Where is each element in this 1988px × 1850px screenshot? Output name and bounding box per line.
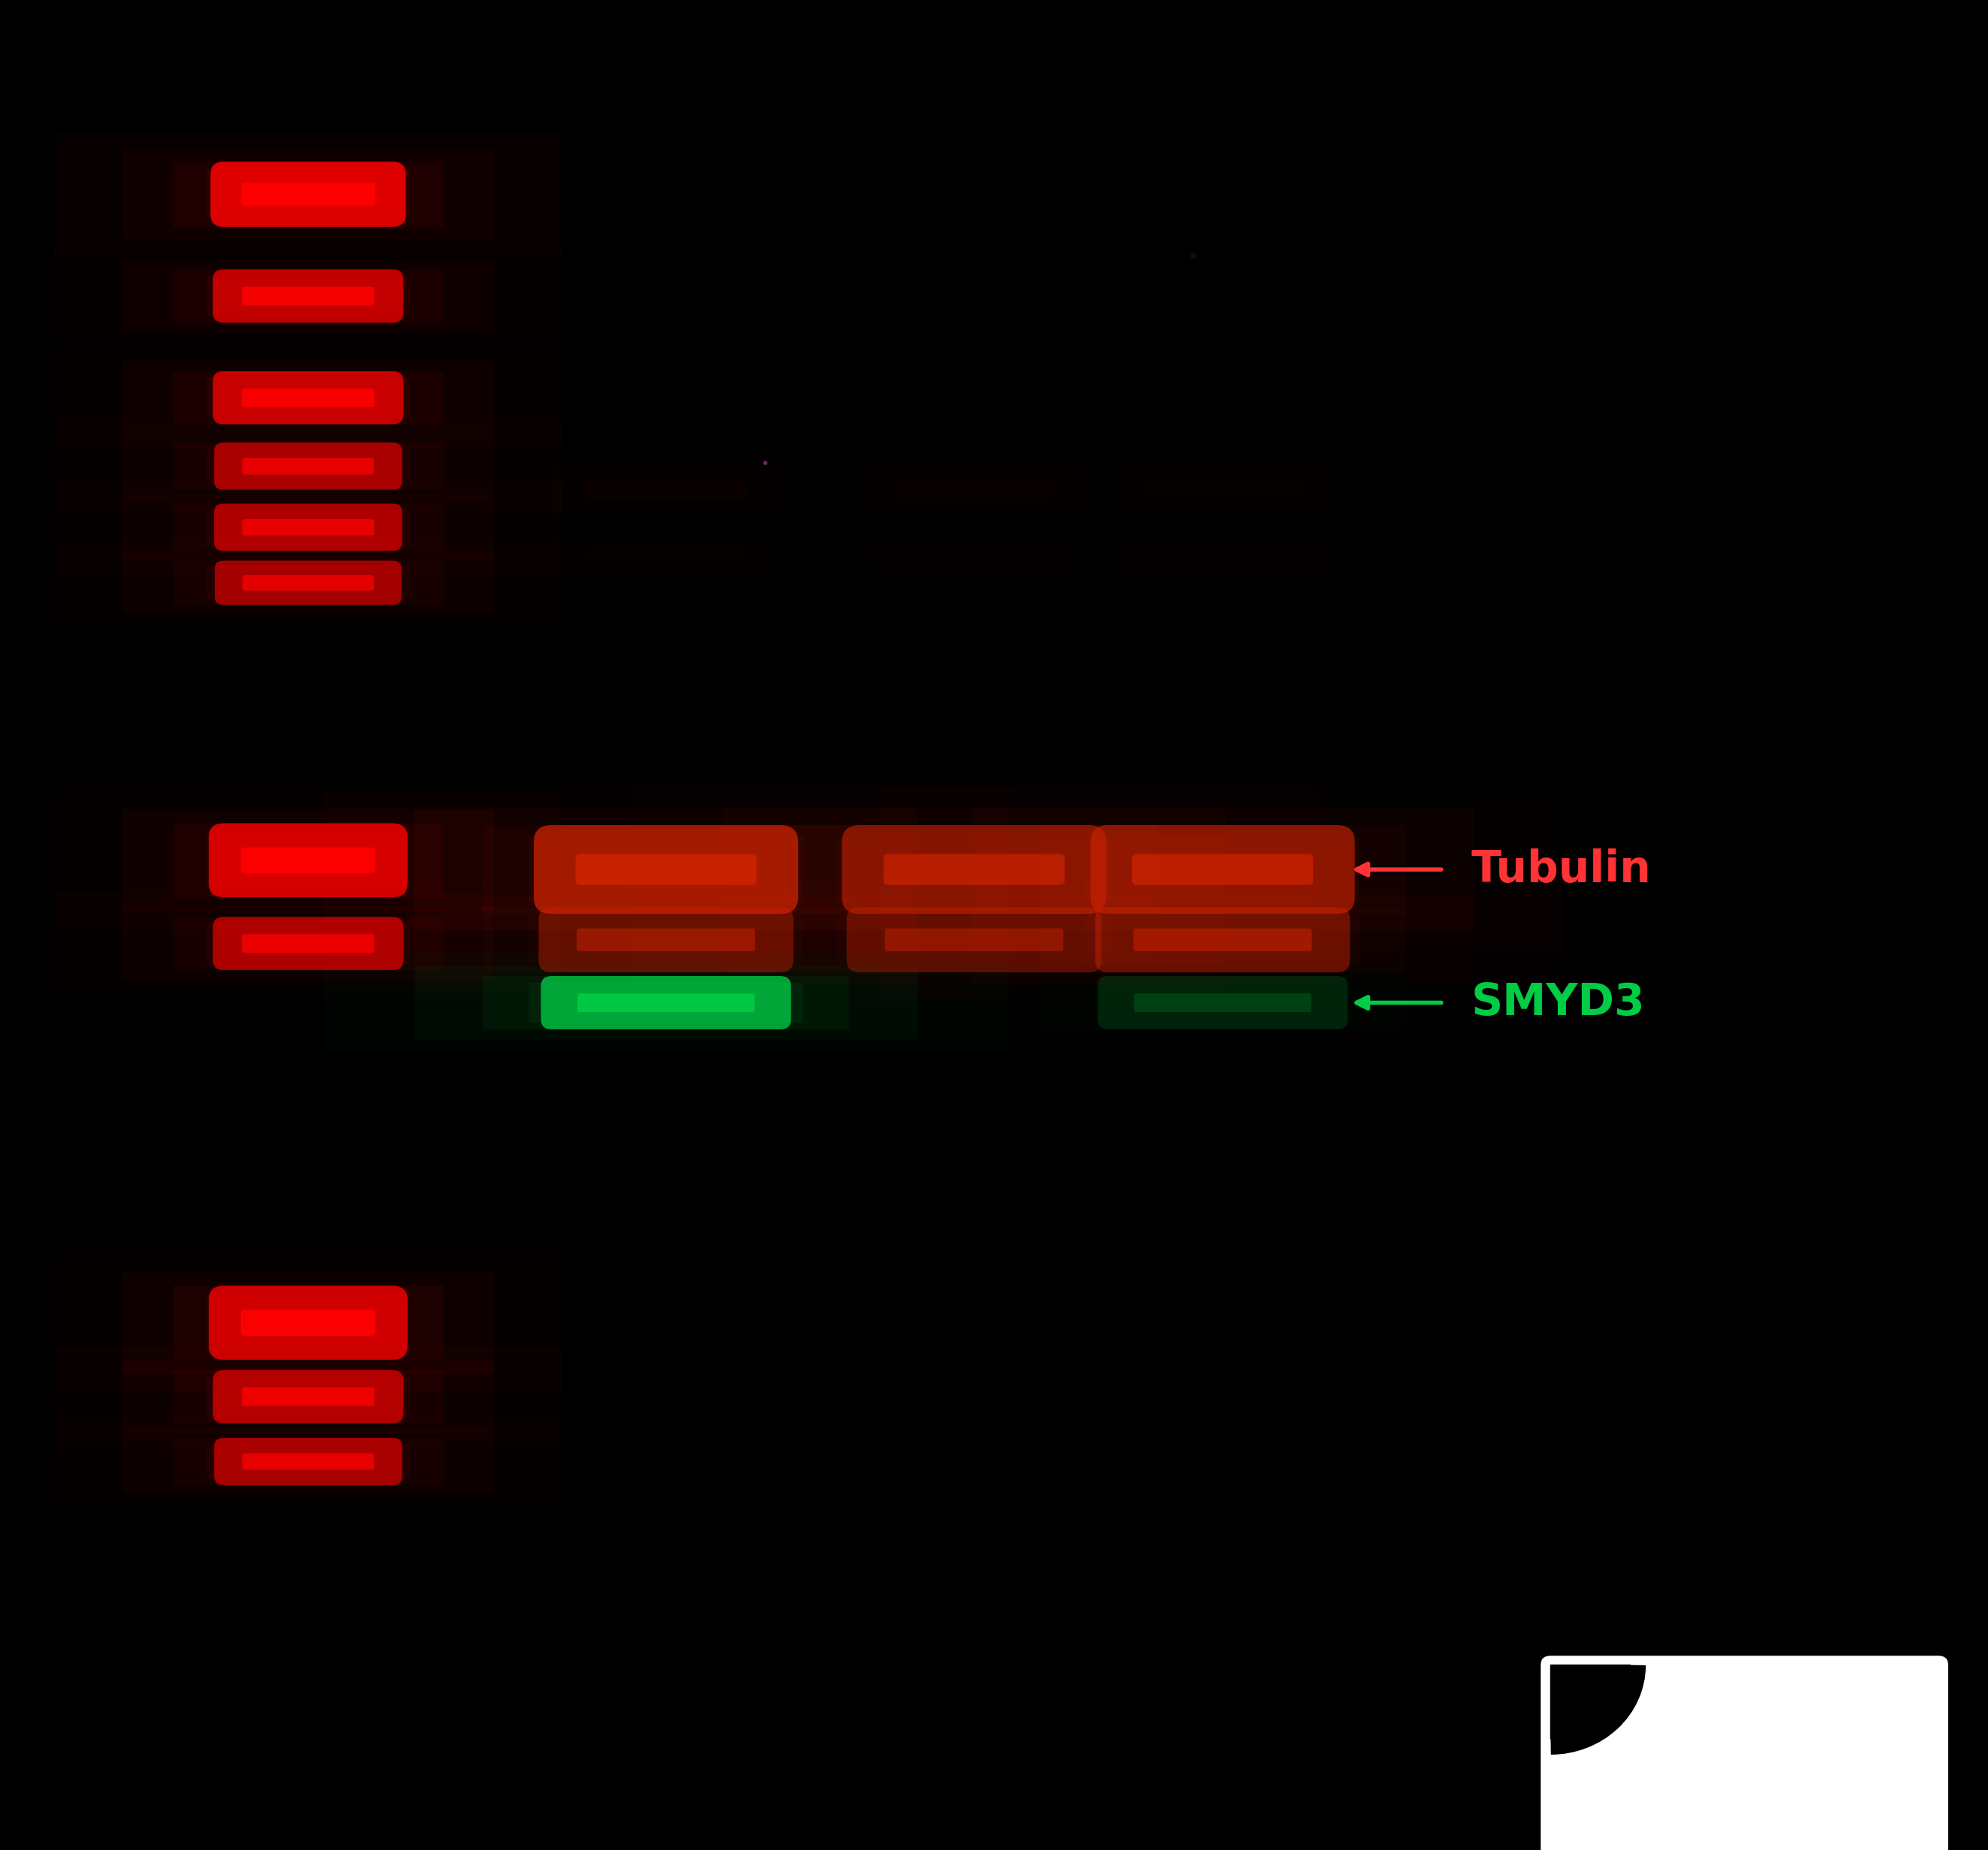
FancyBboxPatch shape [243,459,374,474]
FancyBboxPatch shape [1131,855,1314,884]
FancyBboxPatch shape [243,934,374,953]
FancyBboxPatch shape [215,442,402,490]
FancyBboxPatch shape [1143,481,1302,500]
FancyBboxPatch shape [241,847,376,873]
FancyBboxPatch shape [837,836,1111,903]
FancyBboxPatch shape [577,993,755,1012]
FancyBboxPatch shape [213,270,404,322]
FancyBboxPatch shape [539,906,793,973]
FancyBboxPatch shape [529,982,803,1023]
FancyBboxPatch shape [541,977,791,1029]
FancyBboxPatch shape [1095,906,1350,973]
FancyBboxPatch shape [1085,836,1360,903]
FancyBboxPatch shape [211,161,406,228]
FancyBboxPatch shape [586,481,746,500]
Text: SMYD3: SMYD3 [1471,981,1644,1025]
FancyBboxPatch shape [173,270,443,322]
Text: Tubulin: Tubulin [1471,847,1652,892]
FancyBboxPatch shape [207,566,410,599]
FancyBboxPatch shape [207,1443,410,1480]
FancyBboxPatch shape [173,161,443,228]
FancyBboxPatch shape [243,575,374,590]
FancyBboxPatch shape [243,388,374,407]
FancyBboxPatch shape [213,372,404,424]
FancyBboxPatch shape [173,823,443,897]
FancyBboxPatch shape [207,923,410,964]
Wedge shape [1551,1665,1630,1739]
FancyBboxPatch shape [1133,929,1312,951]
FancyBboxPatch shape [241,1310,376,1336]
FancyBboxPatch shape [207,377,410,418]
FancyBboxPatch shape [1089,825,1356,914]
FancyBboxPatch shape [207,1295,410,1350]
FancyBboxPatch shape [207,1376,410,1417]
FancyBboxPatch shape [241,183,376,205]
FancyBboxPatch shape [209,1286,408,1360]
FancyBboxPatch shape [213,918,404,969]
FancyBboxPatch shape [207,509,410,546]
FancyBboxPatch shape [841,825,1105,914]
FancyBboxPatch shape [883,855,1066,884]
FancyBboxPatch shape [207,832,410,888]
FancyBboxPatch shape [1541,1656,1948,1850]
FancyBboxPatch shape [847,906,1101,973]
FancyBboxPatch shape [173,372,443,424]
FancyBboxPatch shape [243,1388,374,1406]
FancyBboxPatch shape [885,929,1064,951]
FancyBboxPatch shape [207,448,410,485]
FancyBboxPatch shape [209,823,408,897]
FancyBboxPatch shape [207,276,410,316]
FancyBboxPatch shape [553,464,779,516]
FancyBboxPatch shape [575,855,757,884]
FancyBboxPatch shape [213,1371,404,1423]
FancyBboxPatch shape [173,1286,443,1360]
FancyBboxPatch shape [207,170,410,218]
FancyBboxPatch shape [215,1437,402,1486]
FancyBboxPatch shape [243,520,374,535]
FancyBboxPatch shape [243,1454,374,1469]
FancyBboxPatch shape [529,836,803,903]
FancyBboxPatch shape [483,825,849,914]
FancyBboxPatch shape [577,929,755,951]
FancyBboxPatch shape [1133,993,1312,1012]
FancyBboxPatch shape [861,464,1087,516]
FancyBboxPatch shape [586,548,746,562]
FancyBboxPatch shape [215,503,402,551]
FancyBboxPatch shape [215,561,402,605]
FancyBboxPatch shape [533,825,799,914]
FancyBboxPatch shape [483,977,849,1029]
FancyBboxPatch shape [1097,977,1348,1029]
FancyBboxPatch shape [243,287,374,305]
FancyBboxPatch shape [895,481,1054,500]
